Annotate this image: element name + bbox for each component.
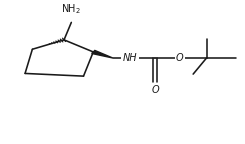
Polygon shape bbox=[92, 50, 113, 58]
Text: NH: NH bbox=[122, 53, 137, 63]
Text: NH$_2$: NH$_2$ bbox=[61, 2, 81, 16]
Text: O: O bbox=[152, 85, 159, 95]
Text: O: O bbox=[176, 53, 184, 63]
